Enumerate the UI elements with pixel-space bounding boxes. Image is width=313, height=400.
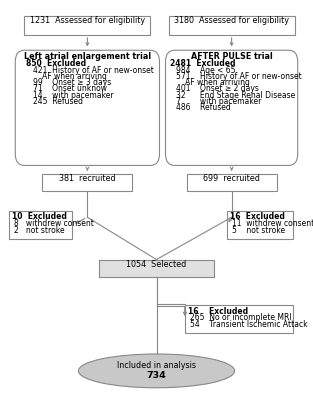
Text: Included in analysis: Included in analysis: [117, 361, 196, 370]
Text: 699  recruited: 699 recruited: [203, 174, 260, 183]
Text: 850  Excluded: 850 Excluded: [26, 59, 86, 68]
FancyBboxPatch shape: [168, 16, 295, 35]
Text: 265  No or incomplete MRI: 265 No or incomplete MRI: [190, 314, 291, 322]
Text: 8   withdrew consent: 8 withdrew consent: [14, 219, 94, 228]
Text: 486    Refused: 486 Refused: [176, 103, 231, 112]
Text: AFTER PULSE trial: AFTER PULSE trial: [191, 52, 273, 61]
Text: 245  Refused: 245 Refused: [33, 97, 83, 106]
Text: 3180  Assessed for eligibility: 3180 Assessed for eligibility: [174, 16, 289, 25]
Text: AF when arriving: AF when arriving: [185, 78, 250, 87]
FancyBboxPatch shape: [9, 210, 72, 239]
FancyBboxPatch shape: [100, 260, 213, 277]
Text: 1231  Assessed for eligibility: 1231 Assessed for eligibility: [30, 16, 145, 25]
Text: 11  withdrew consent: 11 withdrew consent: [232, 219, 313, 228]
FancyBboxPatch shape: [24, 16, 151, 35]
Text: 99    Onset ≥ 3 days: 99 Onset ≥ 3 days: [33, 78, 111, 87]
Text: 1054  Selected: 1054 Selected: [126, 260, 187, 269]
Text: Left atrial enlargement trial: Left atrial enlargement trial: [24, 52, 151, 61]
Text: 7        with pacemaker: 7 with pacemaker: [176, 97, 261, 106]
Text: 71    Onset unknow: 71 Onset unknow: [33, 84, 107, 94]
Text: 421  History of AF or new-onset: 421 History of AF or new-onset: [33, 66, 154, 75]
Text: 984    Age < 65: 984 Age < 65: [176, 66, 235, 75]
Text: 571    History of AF or new-onset: 571 History of AF or new-onset: [176, 72, 302, 81]
Text: 10  Excluded: 10 Excluded: [12, 212, 67, 222]
Text: AF when arriving: AF when arriving: [42, 72, 107, 81]
Text: 54    Transient Ischemic Attack: 54 Transient Ischemic Attack: [190, 320, 307, 329]
Text: 5    not stroke: 5 not stroke: [232, 226, 285, 235]
Text: 381  recruited: 381 recruited: [59, 174, 116, 183]
Text: 2481  Excluded: 2481 Excluded: [170, 59, 235, 68]
Text: 32      End Stage Renal Disease: 32 End Stage Renal Disease: [176, 90, 295, 100]
Text: 734: 734: [146, 371, 167, 380]
FancyBboxPatch shape: [187, 174, 277, 191]
Text: 16  Excluded: 16 Excluded: [230, 212, 285, 222]
FancyBboxPatch shape: [227, 210, 293, 239]
Text: 16    Excluded: 16 Excluded: [188, 306, 248, 316]
Text: 14    with pacemaker: 14 with pacemaker: [33, 90, 114, 100]
FancyBboxPatch shape: [42, 174, 132, 191]
FancyBboxPatch shape: [15, 50, 160, 166]
Ellipse shape: [78, 354, 235, 388]
Text: 2   not stroke: 2 not stroke: [14, 226, 64, 235]
Text: 401    Onset ≥ 2 days: 401 Onset ≥ 2 days: [176, 84, 259, 94]
FancyBboxPatch shape: [185, 305, 293, 334]
FancyBboxPatch shape: [166, 50, 298, 166]
